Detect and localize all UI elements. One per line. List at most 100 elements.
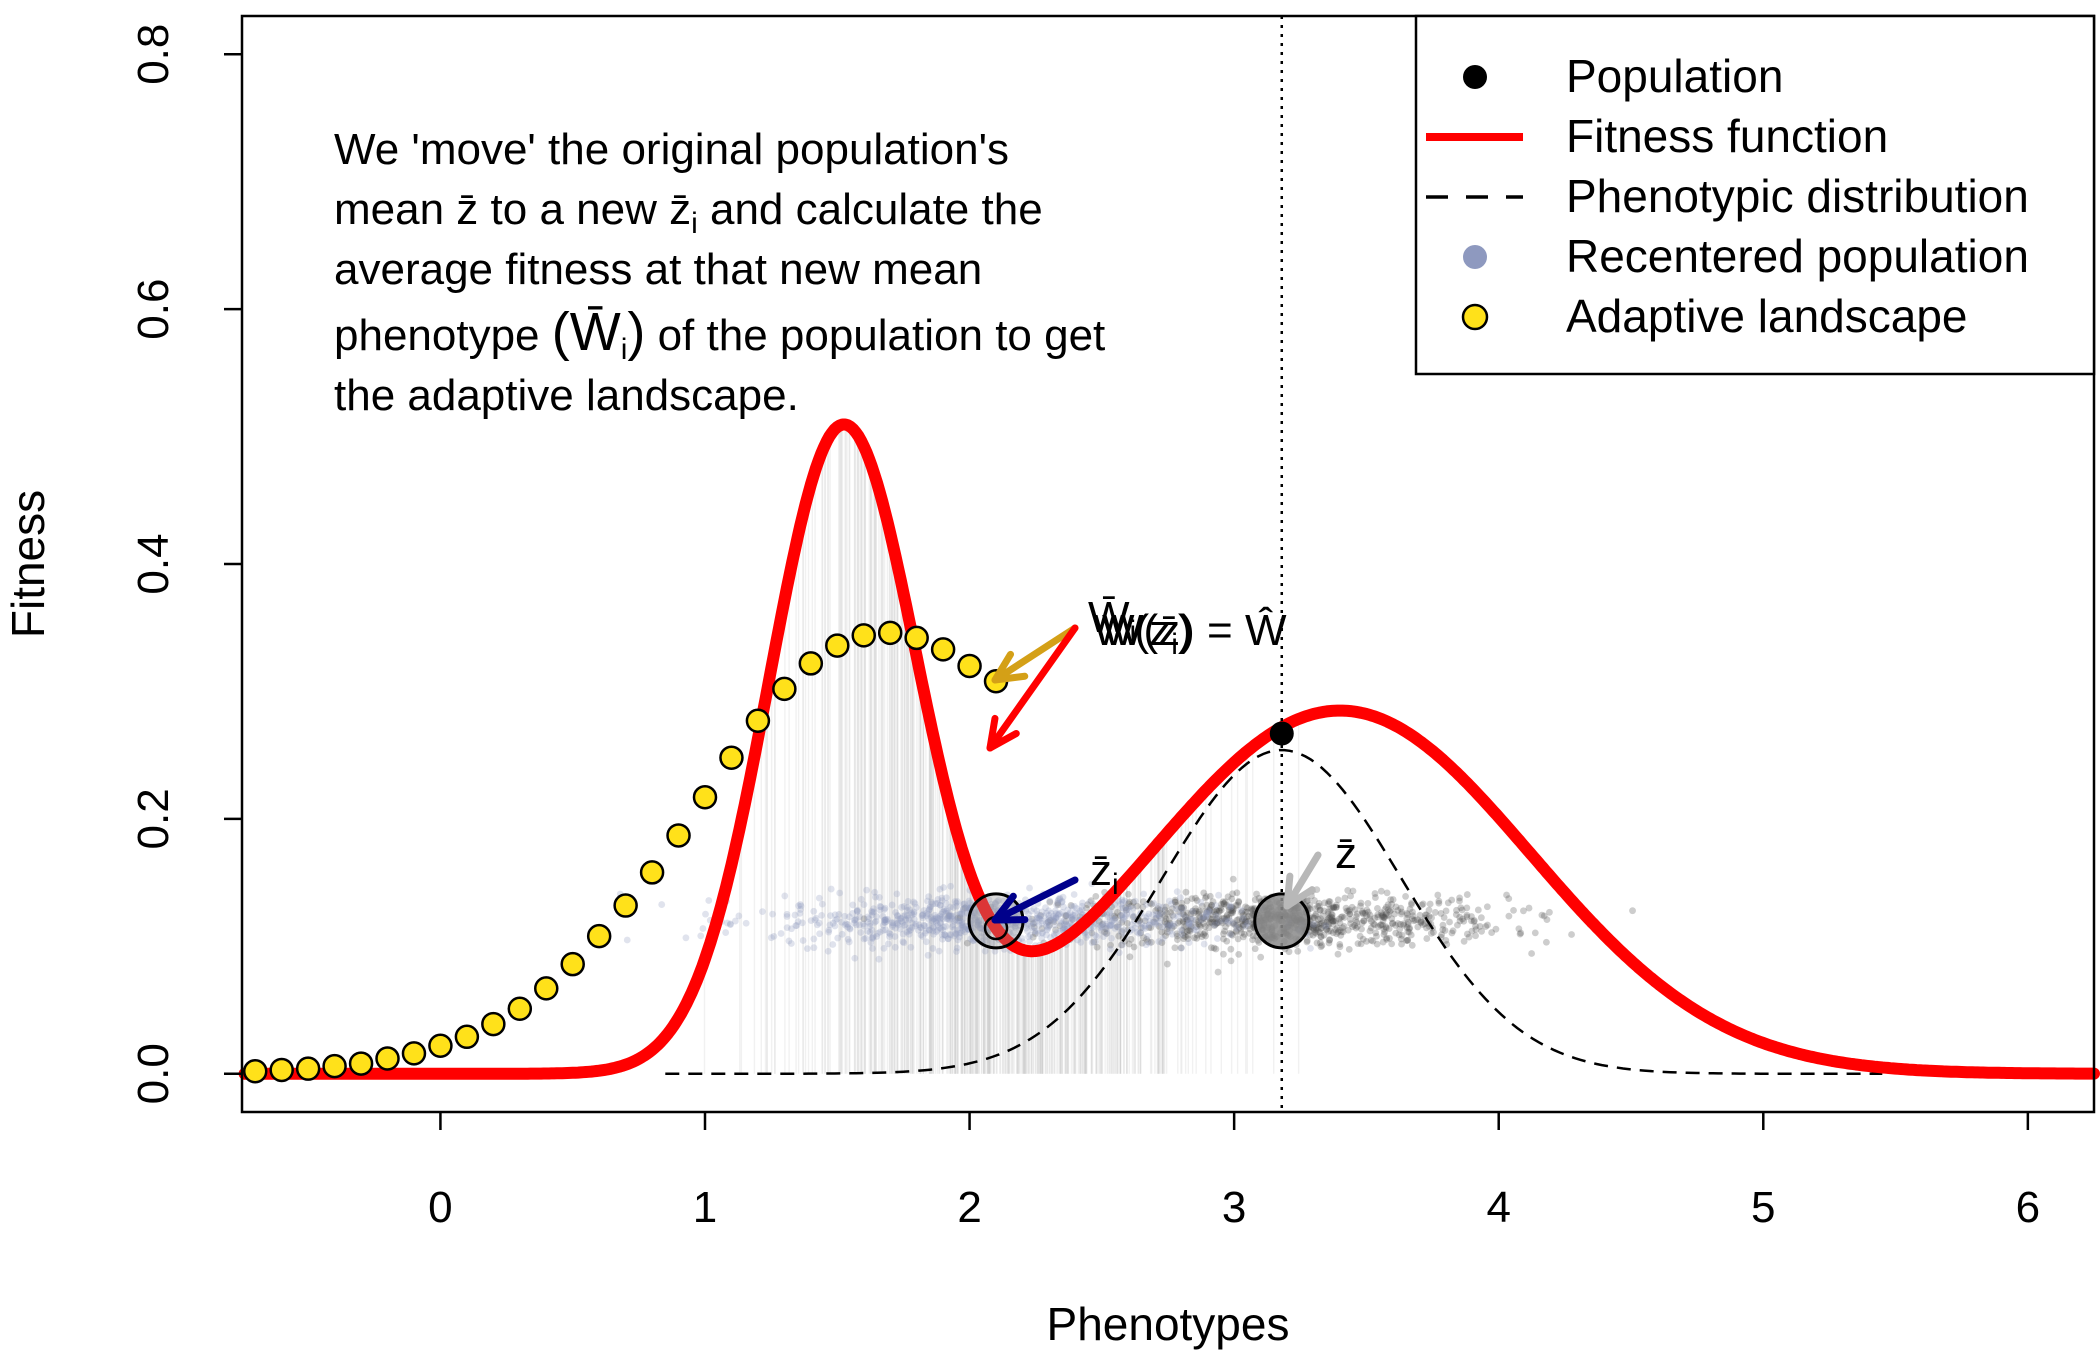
population-point bbox=[1404, 928, 1412, 936]
population-point bbox=[1181, 933, 1189, 941]
population-point bbox=[1392, 929, 1400, 937]
recentered-population-point bbox=[1215, 918, 1223, 926]
population-point bbox=[1386, 934, 1393, 942]
population-point bbox=[1344, 887, 1352, 894]
recentered-population-point bbox=[1159, 923, 1166, 931]
population-point bbox=[1095, 917, 1103, 925]
population-point bbox=[1367, 924, 1375, 932]
population-point bbox=[1403, 924, 1411, 931]
population-point bbox=[1208, 902, 1215, 909]
recentered-population-point bbox=[1103, 910, 1110, 918]
recentered-population-point bbox=[949, 921, 957, 929]
population-point bbox=[1457, 904, 1465, 912]
recentered-population-point bbox=[937, 901, 944, 909]
recentered-population-point bbox=[910, 908, 918, 916]
population-point bbox=[1468, 927, 1476, 935]
population-point bbox=[1239, 911, 1247, 919]
population-point bbox=[1238, 909, 1245, 917]
recentered-population-point bbox=[939, 935, 946, 943]
recentered-population-point bbox=[791, 911, 799, 919]
annotation-line-4-a: phenotype bbox=[334, 311, 552, 360]
recentered-population-point bbox=[1141, 925, 1149, 932]
recentered-population-point bbox=[1156, 919, 1164, 926]
recentered-population-point bbox=[914, 926, 922, 934]
recentered-population-point bbox=[957, 929, 965, 937]
recentered-population-point bbox=[1121, 897, 1129, 905]
recentered-population-point bbox=[971, 914, 979, 922]
recentered-population-point bbox=[944, 913, 952, 921]
population-point bbox=[1187, 925, 1195, 933]
population-point bbox=[1193, 934, 1201, 942]
recentered-population-point bbox=[1186, 920, 1193, 928]
recentered-population-point bbox=[940, 905, 948, 913]
recentered-population-point bbox=[1153, 914, 1161, 921]
annotation-line-1: We 'move' the original population's bbox=[334, 125, 1009, 174]
population-point bbox=[1122, 906, 1130, 914]
recentered-population-point bbox=[811, 916, 819, 924]
population-point bbox=[1229, 919, 1237, 927]
population-point bbox=[1337, 913, 1345, 921]
population-point bbox=[1054, 901, 1062, 909]
population-point bbox=[1163, 920, 1171, 928]
recentered-population-point bbox=[1237, 906, 1245, 914]
population-point bbox=[1235, 898, 1243, 906]
recentered-population-point bbox=[1165, 922, 1173, 930]
recentered-population-point bbox=[970, 909, 978, 917]
recentered-population-point bbox=[1105, 913, 1112, 921]
recentered-population-point bbox=[1189, 907, 1196, 915]
population-point bbox=[1226, 929, 1234, 937]
population-point bbox=[1470, 918, 1478, 925]
recentered-population-point bbox=[1145, 910, 1153, 918]
population-point bbox=[1426, 900, 1434, 908]
recentered-population-point bbox=[826, 921, 834, 929]
population-point bbox=[1367, 917, 1375, 925]
population-point bbox=[1351, 906, 1359, 914]
recentered-population-point bbox=[1102, 920, 1110, 928]
population-point bbox=[1208, 915, 1216, 923]
recentered-population-point bbox=[1052, 913, 1060, 921]
population-point bbox=[1125, 940, 1133, 948]
recentered-population-point bbox=[1119, 898, 1127, 906]
recentered-population-point bbox=[1149, 918, 1157, 926]
recentered-population-point bbox=[882, 916, 890, 924]
recentered-population-point bbox=[1145, 921, 1153, 929]
recentered-population-point bbox=[952, 899, 960, 907]
population-point bbox=[1332, 917, 1340, 925]
population-point bbox=[1568, 931, 1575, 938]
population-point bbox=[1386, 908, 1394, 915]
population-point bbox=[1221, 927, 1229, 935]
population-point bbox=[1328, 904, 1336, 912]
population-point bbox=[1352, 924, 1360, 932]
population-point bbox=[1414, 923, 1422, 931]
recentered-population-point bbox=[882, 926, 890, 934]
population-point bbox=[1229, 907, 1236, 914]
population-point bbox=[1220, 935, 1227, 943]
population-point bbox=[1206, 919, 1213, 927]
recentered-population-point bbox=[1045, 918, 1053, 926]
population-point bbox=[1326, 898, 1334, 906]
legend-population-label: Population bbox=[1566, 50, 1783, 102]
recentered-population-point bbox=[1146, 917, 1154, 925]
recentered-population-point bbox=[1057, 920, 1065, 927]
recentered-population-point bbox=[907, 943, 915, 951]
recentered-population-point bbox=[1177, 926, 1185, 934]
population-point bbox=[1178, 899, 1186, 907]
population-point bbox=[1193, 923, 1200, 931]
recentered-population-point bbox=[921, 929, 929, 937]
population-point bbox=[1206, 915, 1214, 923]
population-point bbox=[1380, 931, 1388, 938]
population-point bbox=[1456, 894, 1463, 902]
recentered-population-point bbox=[869, 908, 876, 916]
population-point bbox=[1229, 890, 1236, 898]
recentered-population-point bbox=[889, 919, 897, 927]
population-point bbox=[1364, 899, 1372, 907]
population-point bbox=[1346, 910, 1354, 918]
population-point bbox=[1371, 890, 1379, 897]
population-point bbox=[1220, 900, 1228, 908]
recentered-population-point bbox=[857, 929, 865, 936]
recentered-population-point bbox=[1088, 880, 1096, 888]
recentered-population-point bbox=[812, 914, 820, 922]
population-point bbox=[1327, 916, 1335, 923]
recentered-population-point bbox=[975, 920, 982, 927]
population-point bbox=[1118, 941, 1125, 949]
